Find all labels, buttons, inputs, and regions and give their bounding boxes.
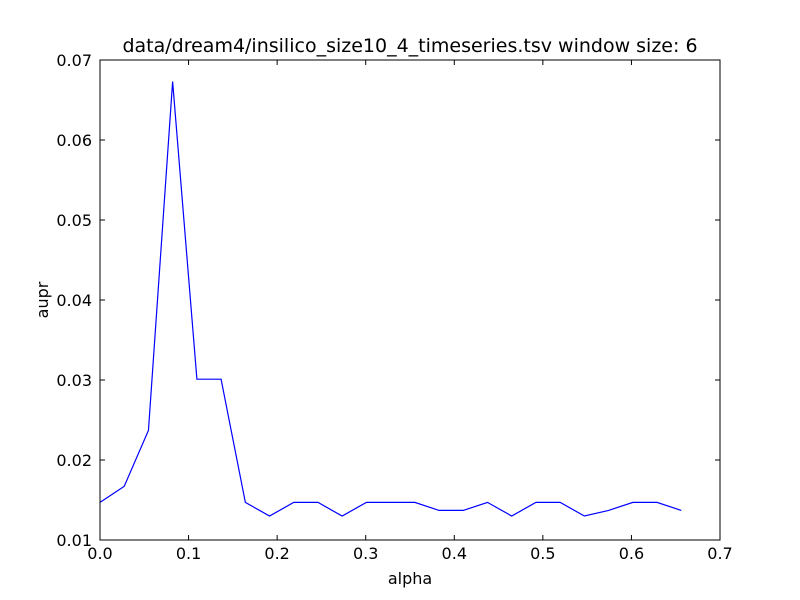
- y-tick-label: 0.05: [56, 211, 92, 230]
- x-tick-label: 0.6: [619, 544, 644, 563]
- x-tick-label: 0.7: [707, 544, 732, 563]
- x-tick-label: 0.2: [264, 544, 289, 563]
- y-tick-label: 0.03: [56, 371, 92, 390]
- series-group: [99, 81, 682, 517]
- x-tick-label: 0.3: [353, 544, 378, 563]
- y-tick-label: 0.02: [56, 451, 92, 470]
- x-axis-label: alpha: [388, 569, 432, 588]
- y-tick-label: 0.04: [56, 291, 92, 310]
- axis-ticks: [99, 59, 721, 541]
- y-tick-label: 0.01: [56, 531, 92, 550]
- x-tick-label: 0.1: [176, 544, 201, 563]
- y-tick-label: 0.06: [56, 131, 92, 150]
- series-line-0: [99, 81, 682, 517]
- plot-frame: [99, 59, 721, 541]
- x-tick-label: 0.0: [87, 544, 112, 563]
- chart-title: data/dream4/insilico_size10_4_timeseries…: [122, 35, 697, 57]
- tick-labels: 0.0 0.1 0.2 0.3 0.4 0.5 0.6 0.7 0.01 0.02 0.03 0.04…: [56, 51, 732, 563]
- x-tick-label: 0.4: [442, 544, 467, 563]
- y-tick-label: 0.07: [56, 51, 92, 70]
- x-tick-label: 0.5: [530, 544, 555, 563]
- y-axis-label: aupr: [33, 281, 52, 318]
